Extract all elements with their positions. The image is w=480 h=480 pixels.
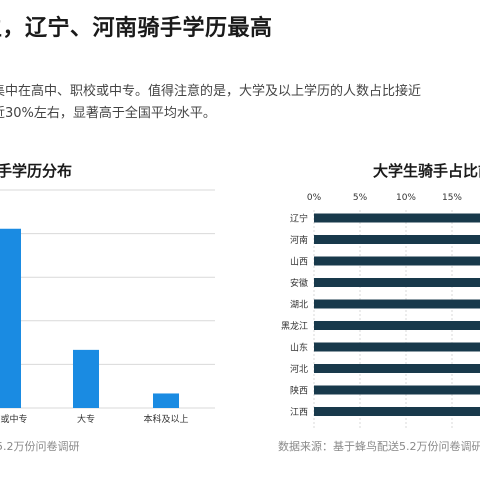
bar-4: [314, 278, 480, 287]
bar-2: [73, 349, 99, 408]
bar-2: [314, 235, 480, 244]
bar-1: [314, 213, 480, 223]
x-tick-label: 10%: [396, 193, 416, 203]
bar-3: [153, 393, 179, 408]
category-label: 职校或中专: [0, 413, 28, 425]
province-label: 辽宁: [290, 213, 308, 225]
province-label: 江西: [290, 407, 308, 418]
x-tick-label: 0%: [307, 193, 322, 203]
headline: 主，辽宁、河南骑手学历最高: [0, 16, 273, 41]
province-label: 山西: [290, 257, 308, 268]
bar-10: [314, 407, 480, 416]
bar-9: [314, 385, 480, 395]
province-label: 安徽: [290, 277, 308, 289]
paragraph-line-2: 近30%左右，显著高于全国平均水平。: [0, 106, 216, 121]
bar-8: [314, 364, 480, 373]
province-label: 黑龙江: [281, 320, 308, 332]
category-label: 本科及以上: [143, 413, 188, 425]
right-chart-title: 大学生骑手占比前: [373, 162, 480, 180]
bar-7: [314, 342, 480, 352]
bar-6: [314, 321, 480, 330]
x-tick-label: 5%: [353, 193, 368, 203]
bar-1: [0, 228, 21, 408]
province-label: 陕西: [290, 385, 308, 397]
bar-3: [314, 256, 480, 266]
category-label: 大专: [77, 413, 95, 425]
x-tick-label: 15%: [442, 193, 462, 203]
province-label: 河北: [290, 363, 308, 375]
bar-5: [314, 299, 480, 309]
province-label: 河南: [290, 234, 308, 246]
province-label: 山东: [290, 342, 308, 354]
province-label: 湖北: [290, 300, 308, 311]
paragraph-line-1: 集中在高中、职校或中专。值得注意的是，大学及以上学历的人数占比接近: [0, 84, 422, 99]
left-chart-source: 5.2万份问卷调研: [0, 440, 80, 453]
left-chart-title: 骑手学历分布: [0, 162, 73, 180]
right-chart-source: 数据来源：基于蜂鸟配送5.2万份问卷调研: [278, 440, 480, 453]
